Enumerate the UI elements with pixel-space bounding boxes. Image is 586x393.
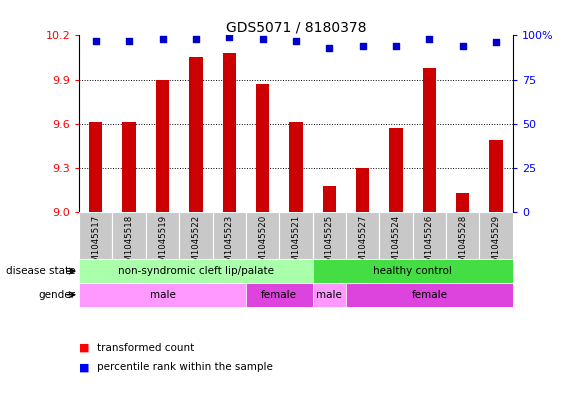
Bar bbox=[289, 122, 302, 212]
Bar bbox=[423, 68, 436, 212]
Bar bbox=[479, 212, 513, 259]
Text: transformed count: transformed count bbox=[97, 343, 194, 353]
Point bbox=[425, 36, 434, 42]
Text: female: female bbox=[261, 290, 297, 300]
Text: female: female bbox=[411, 290, 447, 300]
Bar bbox=[312, 212, 346, 259]
Bar bbox=[323, 186, 336, 212]
Text: male: male bbox=[316, 290, 342, 300]
Bar bbox=[146, 212, 179, 259]
Text: non-syndromic cleft lip/palate: non-syndromic cleft lip/palate bbox=[118, 266, 274, 276]
Bar bbox=[189, 57, 203, 212]
Bar bbox=[79, 259, 312, 283]
Bar bbox=[223, 53, 236, 212]
Point bbox=[258, 36, 267, 42]
Point bbox=[191, 36, 200, 42]
Bar bbox=[280, 212, 312, 259]
Bar bbox=[246, 283, 312, 307]
Bar bbox=[79, 212, 113, 259]
Bar bbox=[356, 168, 369, 212]
Text: GSM1045517: GSM1045517 bbox=[91, 215, 100, 273]
Text: disease state: disease state bbox=[6, 266, 76, 276]
Point bbox=[124, 37, 134, 44]
Text: GSM1045518: GSM1045518 bbox=[125, 215, 134, 273]
Title: GDS5071 / 8180378: GDS5071 / 8180378 bbox=[226, 20, 366, 34]
Point bbox=[291, 37, 301, 44]
Text: gender: gender bbox=[39, 290, 76, 300]
Bar bbox=[456, 193, 469, 212]
Bar bbox=[389, 128, 403, 212]
Text: GSM1045523: GSM1045523 bbox=[224, 215, 234, 273]
Bar bbox=[312, 259, 513, 283]
Text: male: male bbox=[149, 290, 175, 300]
Text: healthy control: healthy control bbox=[373, 266, 452, 276]
Point bbox=[325, 44, 334, 51]
Point bbox=[391, 43, 401, 49]
Point bbox=[492, 39, 501, 46]
Bar bbox=[122, 122, 136, 212]
Point bbox=[224, 34, 234, 40]
Text: GSM1045529: GSM1045529 bbox=[492, 215, 500, 273]
Bar bbox=[312, 283, 346, 307]
Text: ■: ■ bbox=[79, 343, 90, 353]
Bar bbox=[89, 122, 103, 212]
Text: percentile rank within the sample: percentile rank within the sample bbox=[97, 362, 272, 373]
Text: GSM1045524: GSM1045524 bbox=[391, 215, 400, 273]
Point bbox=[91, 37, 100, 44]
Point bbox=[358, 43, 367, 49]
Text: GSM1045527: GSM1045527 bbox=[358, 215, 367, 273]
Bar bbox=[246, 212, 280, 259]
Text: GSM1045522: GSM1045522 bbox=[192, 215, 200, 273]
Bar bbox=[256, 84, 269, 212]
Bar bbox=[113, 212, 146, 259]
Text: GSM1045520: GSM1045520 bbox=[258, 215, 267, 273]
Text: GSM1045525: GSM1045525 bbox=[325, 215, 334, 273]
Bar bbox=[446, 212, 479, 259]
Bar bbox=[346, 283, 513, 307]
Bar bbox=[413, 212, 446, 259]
Bar bbox=[156, 79, 169, 212]
Bar bbox=[79, 283, 246, 307]
Text: GSM1045519: GSM1045519 bbox=[158, 215, 167, 273]
Bar bbox=[379, 212, 413, 259]
Bar bbox=[489, 140, 503, 212]
Text: GSM1045526: GSM1045526 bbox=[425, 215, 434, 273]
Point bbox=[158, 36, 167, 42]
Point bbox=[458, 43, 468, 49]
Text: GSM1045528: GSM1045528 bbox=[458, 215, 467, 273]
Bar bbox=[213, 212, 246, 259]
Text: GSM1045521: GSM1045521 bbox=[291, 215, 301, 273]
Bar bbox=[179, 212, 213, 259]
Text: ■: ■ bbox=[79, 362, 90, 373]
Bar bbox=[346, 212, 379, 259]
